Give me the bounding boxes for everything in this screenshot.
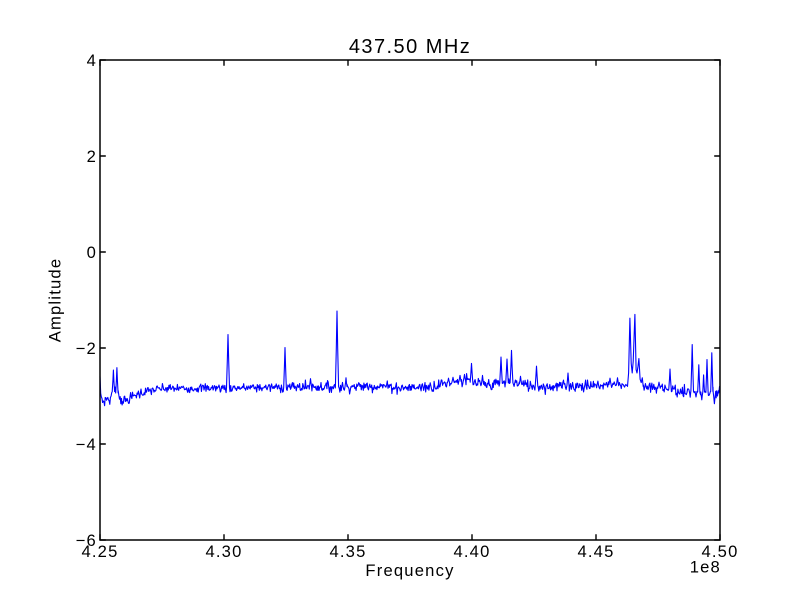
svg-text:4.50: 4.50 xyxy=(701,542,738,561)
svg-text:4.30: 4.30 xyxy=(205,542,242,561)
svg-text:4.25: 4.25 xyxy=(81,542,118,561)
svg-text:4.35: 4.35 xyxy=(329,542,366,561)
svg-text:4: 4 xyxy=(87,51,97,70)
svg-text:−6: −6 xyxy=(76,531,97,550)
svg-text:1e8: 1e8 xyxy=(690,558,721,577)
svg-text:−4: −4 xyxy=(76,435,97,454)
svg-text:4.40: 4.40 xyxy=(453,542,490,561)
svg-text:4.45: 4.45 xyxy=(577,542,614,561)
svg-text:Frequency: Frequency xyxy=(365,561,454,580)
svg-text:Amplitude: Amplitude xyxy=(46,258,65,343)
svg-text:437.50 MHz: 437.50 MHz xyxy=(349,36,471,58)
svg-text:2: 2 xyxy=(87,147,97,166)
svg-text:−2: −2 xyxy=(76,339,97,358)
svg-text:0: 0 xyxy=(87,243,97,262)
